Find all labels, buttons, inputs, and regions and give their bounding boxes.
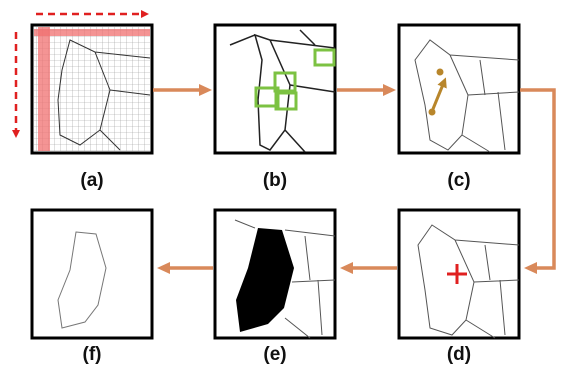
panel-label-c: (c) — [447, 170, 471, 191]
panel-a — [12, 10, 154, 155]
map-lines-a — [57, 39, 151, 151]
panel-b — [213, 23, 337, 155]
map-lines-d — [417, 224, 520, 339]
panel-c — [397, 23, 521, 155]
detection-box-2 — [273, 71, 297, 93]
detection-box-3 — [254, 86, 280, 108]
detection-box-1 — [313, 48, 336, 67]
map-lines-e — [234, 219, 336, 339]
panel-e — [213, 208, 337, 340]
scan-band-vertical — [38, 27, 50, 151]
panel-label-a: (a) — [80, 170, 104, 191]
flow-arrow-c-d-icon — [520, 88, 556, 274]
panel-label-e: (e) — [263, 344, 287, 365]
seed-plus-marker-icon — [447, 264, 467, 284]
map-lines-b — [229, 29, 336, 153]
panel-f — [30, 208, 154, 340]
vector-start-dot — [428, 108, 436, 116]
detection-box-4 — [274, 91, 298, 111]
panel-label-f: (f) — [82, 344, 102, 365]
map-lines-c — [414, 39, 520, 153]
panel-label-b: (b) — [262, 170, 288, 191]
extracted-outline — [57, 231, 107, 329]
filled-region — [236, 228, 294, 332]
direction-vector-icon — [431, 77, 447, 110]
panel-d — [397, 208, 521, 340]
scan-band-horizontal — [34, 29, 150, 36]
panel-label-d: (d) — [446, 344, 472, 365]
vector-end-dot — [436, 68, 444, 76]
